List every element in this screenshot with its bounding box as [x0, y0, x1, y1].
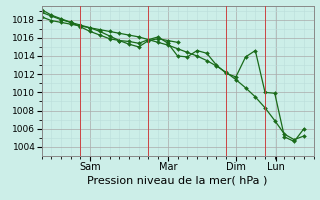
X-axis label: Pression niveau de la mer( hPa ): Pression niveau de la mer( hPa ): [87, 175, 268, 185]
